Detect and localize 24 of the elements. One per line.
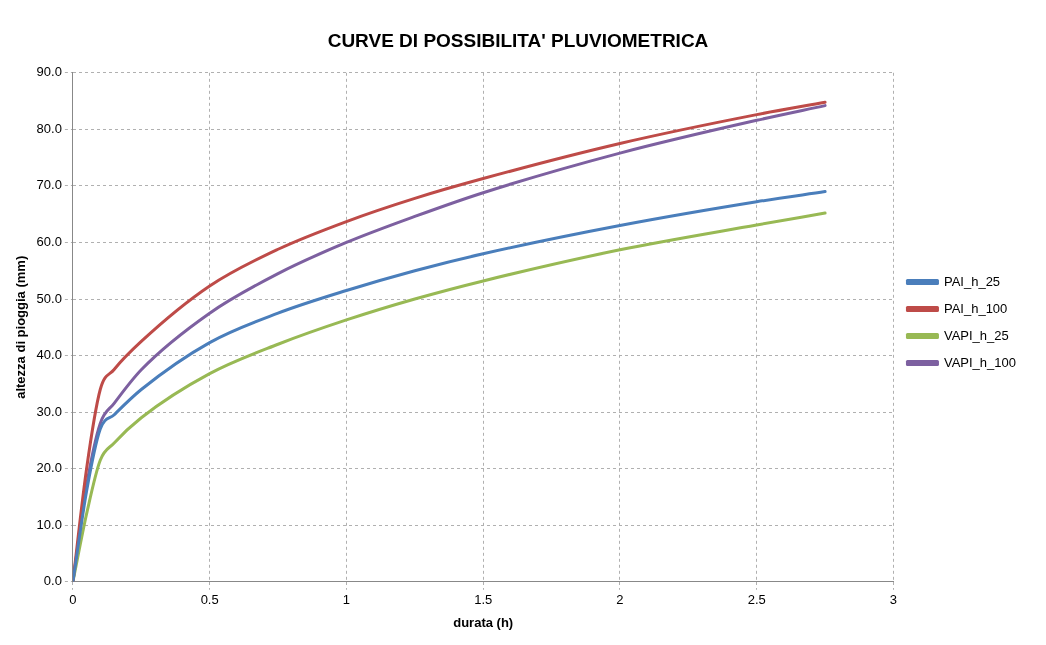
x-tick-label: 0 [69, 592, 77, 608]
y-tick-label: 70.0 [36, 177, 62, 193]
x-tick-label: 3 [889, 592, 898, 608]
y-tick-label: 80.0 [36, 120, 62, 136]
x-tick-label: 0.5 [200, 592, 219, 608]
y-tick-label: 90.0 [36, 64, 62, 80]
x-tick-label: 1.5 [474, 592, 493, 608]
legend-label: PAI_h_100 [943, 300, 1008, 316]
y-tick-label: 0.0 [43, 573, 62, 589]
legend-label: VAPI_h_100 [943, 354, 1017, 370]
y-tick-label: 10.0 [36, 516, 62, 532]
y-tick-label: 30.0 [36, 403, 62, 419]
legend-label: VAPI_h_25 [943, 327, 1009, 343]
y-tick-label: 40.0 [36, 347, 62, 363]
x-tick-label: 1 [342, 592, 351, 608]
x-tick-label: 2.5 [747, 592, 766, 608]
y-tick-label: 20.0 [36, 460, 62, 476]
x-tick-label: 2 [616, 592, 624, 608]
x-axis-title: durata (h) [453, 614, 514, 630]
y-tick-label: 60.0 [36, 234, 62, 250]
y-axis-title: altezza di pioggia (mm) [13, 255, 29, 399]
legend-label: PAI_h_25 [943, 273, 1001, 289]
chart-title: CURVE DI POSSIBILITA' PLUVIOMETRICA [327, 29, 709, 51]
y-tick-label: 50.0 [36, 290, 62, 306]
